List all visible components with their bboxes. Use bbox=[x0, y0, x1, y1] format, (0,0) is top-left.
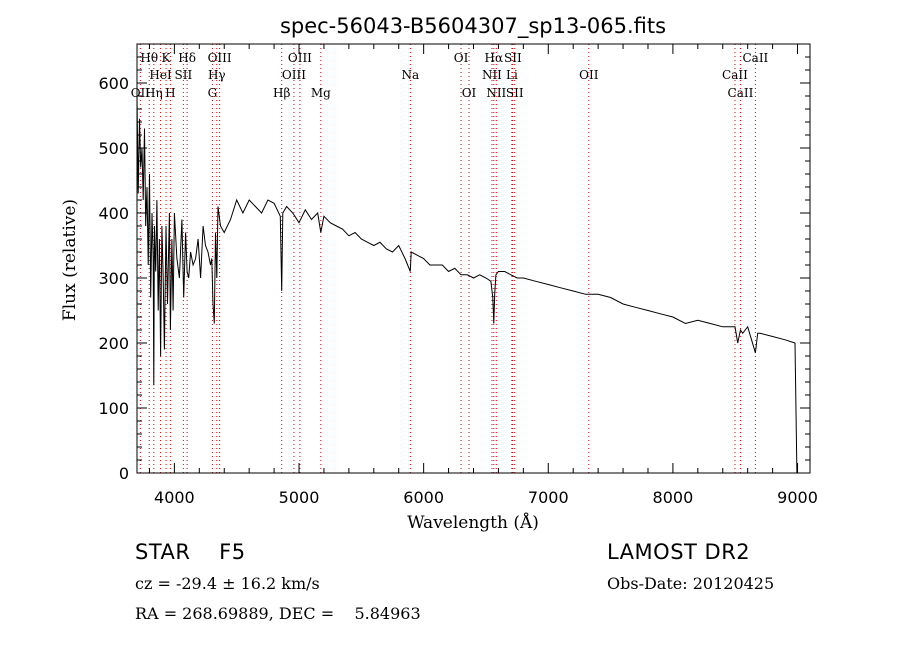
line-label: G bbox=[208, 86, 218, 100]
y-axis: 0 100 200 300 400 500 600 bbox=[98, 43, 810, 483]
line-label: OIII bbox=[282, 68, 306, 82]
line-label: Mg bbox=[311, 86, 331, 100]
spectrum-line bbox=[136, 95, 798, 474]
object-class-label: STAR F5 bbox=[135, 540, 246, 564]
y-tick-label: 500 bbox=[98, 139, 129, 158]
obs-date-label: Obs-Date: 20120425 bbox=[607, 574, 775, 593]
line-label: NII bbox=[486, 86, 506, 100]
line-label: HeI bbox=[149, 68, 172, 82]
line-label: Hγ bbox=[208, 68, 226, 82]
coordinates-label: RA = 268.69889, DEC = 5.84963 bbox=[135, 604, 421, 623]
x-tick-label: 9000 bbox=[777, 488, 818, 507]
line-label: H bbox=[165, 86, 175, 100]
line-label: Li bbox=[506, 68, 518, 82]
line-label: OI bbox=[462, 86, 477, 100]
line-label: Hδ bbox=[178, 51, 196, 65]
line-label: Hα bbox=[485, 51, 504, 65]
chart-title: spec-56043-B5604307_sp13-065.fits bbox=[280, 14, 666, 39]
line-label: OI bbox=[454, 51, 469, 65]
line-label: OII bbox=[131, 86, 151, 100]
x-tick-label: 7000 bbox=[528, 488, 569, 507]
line-label: OIII bbox=[208, 51, 232, 65]
redshift-label: cz = -29.4 ± 16.2 km/s bbox=[135, 574, 320, 593]
line-label: OIII bbox=[288, 51, 312, 65]
line-label: OII bbox=[579, 68, 599, 82]
line-marker-group bbox=[139, 44, 756, 473]
x-axis: 4000 5000 6000 7000 8000 9000 bbox=[148, 44, 818, 507]
x-tick-label: 6000 bbox=[403, 488, 444, 507]
y-tick-label: 600 bbox=[98, 74, 129, 93]
line-label: NII bbox=[482, 68, 502, 82]
line-label: Hη bbox=[145, 86, 163, 100]
line-label: CaII bbox=[742, 51, 768, 65]
line-label: SII bbox=[504, 51, 522, 65]
x-tick-label: 4000 bbox=[154, 488, 195, 507]
line-label: SII bbox=[175, 68, 193, 82]
y-tick-label: 400 bbox=[98, 204, 129, 223]
x-axis-label: Wavelength (Å) bbox=[407, 512, 539, 533]
plot-frame bbox=[136, 43, 811, 474]
x-tick-label: 5000 bbox=[279, 488, 320, 507]
line-label: CaII bbox=[722, 68, 748, 82]
x-tick-label: 8000 bbox=[653, 488, 694, 507]
line-label: CaII bbox=[728, 86, 754, 100]
line-label: Na bbox=[401, 68, 419, 82]
line-label: SII bbox=[506, 86, 524, 100]
line-label: Hθ bbox=[140, 51, 158, 65]
survey-label: LAMOST DR2 bbox=[607, 540, 751, 564]
y-axis-label: Flux (relative) bbox=[60, 199, 80, 321]
line-label: K bbox=[162, 51, 172, 65]
line-label: Hβ bbox=[273, 86, 290, 100]
y-tick-label: 100 bbox=[98, 399, 129, 418]
y-tick-label: 200 bbox=[98, 334, 129, 353]
y-tick-label: 0 bbox=[119, 464, 129, 483]
y-tick-label: 300 bbox=[98, 269, 129, 288]
